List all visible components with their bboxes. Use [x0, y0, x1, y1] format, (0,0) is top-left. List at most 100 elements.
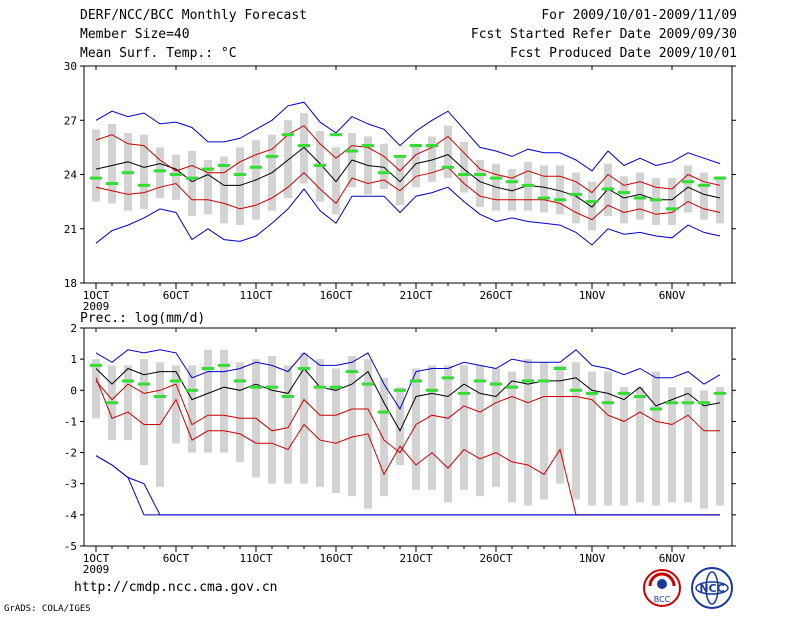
ensemble-box — [620, 387, 628, 506]
ensemble-box — [716, 387, 724, 506]
ensemble-box — [540, 362, 548, 500]
x-tick-label: 11OCT — [239, 552, 272, 565]
ensemble-box — [636, 387, 644, 503]
header-right: For 2009/10/01-2009/11/09 Fcst Started R… — [471, 6, 737, 63]
x-tick-label: 1NOV — [579, 289, 606, 302]
ensemble-box — [156, 147, 164, 199]
ensemble-box — [284, 120, 292, 199]
observed-mark — [474, 379, 486, 383]
ensemble-box — [652, 178, 660, 226]
x-tick-label: 6NOV — [659, 552, 686, 565]
y-tick-label: 18 — [64, 277, 77, 290]
ensemble-box — [172, 154, 180, 200]
x-tick-label: 6OCT — [163, 552, 190, 565]
observed-mark — [154, 395, 166, 399]
observed-mark — [138, 382, 150, 386]
series-line — [95, 186, 721, 246]
observed-mark — [362, 144, 374, 148]
x-tick-label: 11OCT — [239, 289, 272, 302]
ensemble-box — [556, 365, 564, 484]
observed-mark — [234, 173, 246, 176]
ensemble-box — [412, 143, 420, 188]
x-tick-label: 26OCT — [479, 289, 512, 302]
observed-mark — [282, 395, 294, 399]
observed-mark — [202, 366, 214, 370]
observed-mark — [106, 401, 118, 405]
y-tick-label: -5 — [64, 540, 77, 553]
bcc-logo-text: BCC — [654, 595, 671, 604]
x-tick-label: 1NOV — [579, 552, 606, 565]
observed-mark — [698, 183, 710, 187]
observed-mark — [682, 180, 694, 184]
observed-mark — [698, 401, 710, 405]
ensemble-box — [108, 123, 116, 204]
observed-mark — [330, 133, 342, 137]
grads-credit: GrADS: COLA/IGES — [4, 604, 91, 614]
observed-mark — [282, 133, 294, 137]
ensemble-box — [700, 172, 708, 220]
observed-mark — [330, 385, 342, 389]
observed-mark — [554, 198, 566, 202]
forecast-period: For 2009/10/01-2009/11/09 — [541, 8, 737, 23]
observed-mark — [170, 379, 182, 383]
y-tick-label: 27 — [64, 114, 77, 127]
ensemble-box — [428, 365, 436, 490]
ensemble-box — [124, 365, 132, 441]
x-tick-label: 1OCT — [83, 289, 110, 302]
observed-mark — [666, 401, 678, 405]
ensemble-box — [332, 368, 340, 494]
observed-mark — [570, 192, 582, 196]
ensemble-box — [668, 387, 676, 503]
bcc-logo: BCC — [643, 569, 681, 607]
temperature-panel: 18 21 24 27 30 1OCT 6OCT 11OCT 16OCT 21OCT 26OCT 1N… — [64, 60, 736, 313]
ensemble-box — [380, 143, 388, 189]
observed-mark — [122, 171, 134, 175]
observed-mark — [634, 395, 646, 399]
observed-mark — [314, 385, 326, 389]
observed-mark — [650, 198, 662, 202]
x-tick-label: 6OCT — [163, 289, 190, 302]
year-label: 2009 — [83, 563, 110, 576]
ensemble-box — [236, 147, 244, 226]
observed-mark — [506, 385, 518, 389]
y-tick-label: -2 — [64, 447, 77, 460]
observed-mark — [538, 196, 550, 200]
ensemble-box — [92, 359, 100, 419]
ensemble-box — [460, 365, 468, 490]
source-url[interactable]: http://cmdp.ncc.cma.gov.cn — [74, 580, 278, 595]
observed-mark — [474, 173, 486, 176]
observed-mark — [650, 407, 662, 411]
observed-mark — [138, 183, 150, 187]
observed-mark — [714, 176, 726, 180]
ensemble-box — [412, 368, 420, 490]
observed-mark — [602, 187, 614, 191]
ncc-logo: NCC — [691, 567, 733, 609]
observed-mark — [234, 379, 246, 383]
ensemble-box — [492, 368, 500, 487]
ncc-logo-text: NCC — [699, 582, 724, 595]
observed-mark — [410, 144, 422, 148]
observed-mark — [682, 401, 694, 405]
observed-mark — [298, 366, 310, 370]
agency-logos: BCC NCC — [643, 567, 733, 609]
ensemble-box — [380, 377, 388, 497]
observed-mark — [458, 391, 470, 395]
observed-mark — [554, 366, 566, 370]
observed-mark — [218, 363, 230, 367]
observed-mark — [426, 388, 438, 392]
observed-mark — [266, 385, 278, 389]
ensemble-box — [220, 156, 228, 224]
observed-mark — [378, 171, 390, 175]
observed-mark — [250, 385, 262, 389]
y-tick-label: 0 — [70, 384, 77, 397]
ensemble-box — [220, 349, 228, 453]
ensemble-box — [684, 387, 692, 503]
ensemble-box — [172, 365, 180, 444]
forecast-started: Fcst Started Refer Date 2009/09/30 — [470, 27, 737, 42]
observed-mark — [442, 165, 454, 169]
ensemble-box — [572, 362, 580, 500]
observed-mark — [346, 149, 358, 153]
observed-mark — [90, 176, 102, 180]
